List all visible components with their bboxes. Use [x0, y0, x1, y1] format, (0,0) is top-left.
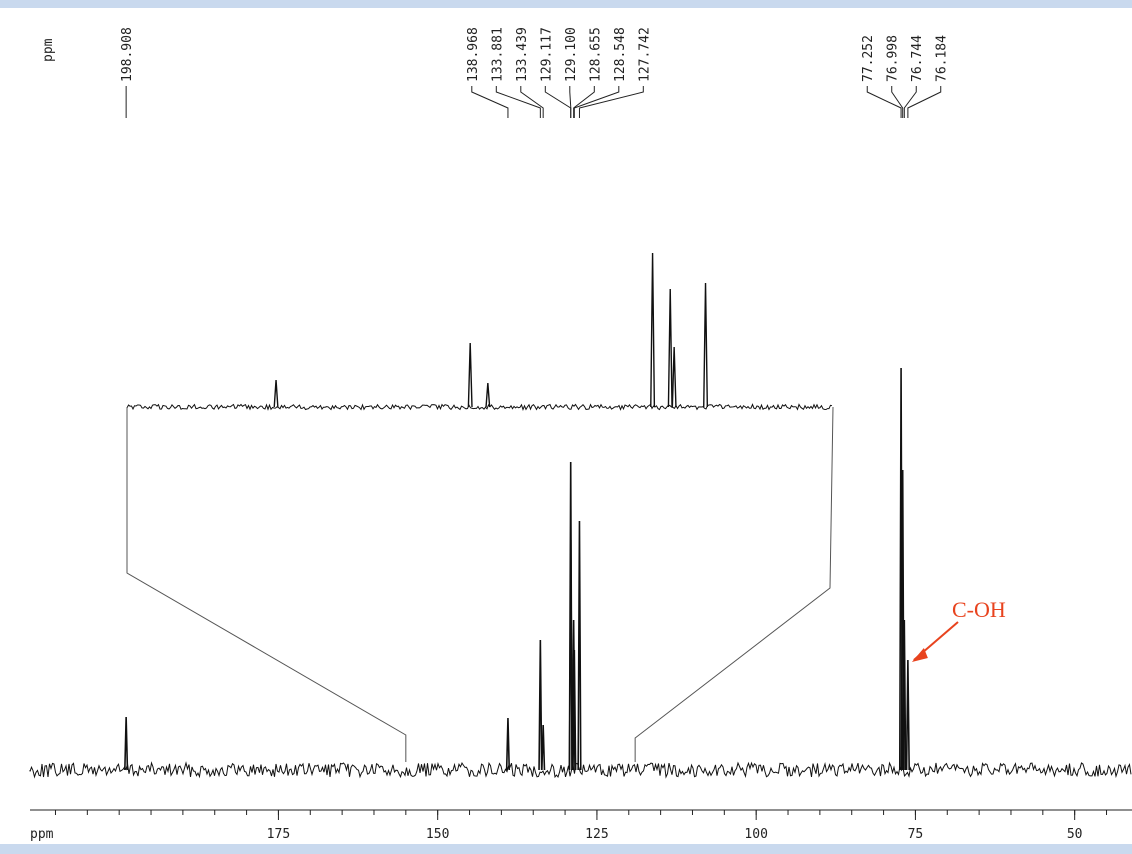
peak-unit-label: ppm: [41, 38, 56, 62]
peak-label-leader: [578, 86, 644, 118]
top-border: [0, 0, 1132, 8]
inset-peak: [671, 346, 677, 408]
peak-label-leader: [903, 86, 917, 118]
annotation: C-OH: [952, 597, 1006, 622]
peak-label: 133.881: [490, 27, 505, 82]
peak-label: 128.655: [588, 27, 603, 82]
inset-peak: [650, 252, 656, 408]
peak-label-leader: [891, 86, 904, 118]
baseline-noise: [29, 761, 1132, 779]
peak: [572, 649, 577, 771]
peak-label: 129.117: [539, 27, 554, 82]
inset-guide: [126, 407, 407, 762]
x-tick-label: 100: [744, 827, 767, 842]
x-tick-label: 75: [908, 827, 924, 842]
peak-label: 128.548: [613, 27, 628, 82]
peak: [577, 520, 582, 771]
peak: [541, 724, 546, 771]
peak-label: 76.744: [910, 35, 925, 82]
peak-label: 133.439: [515, 27, 530, 82]
peak-label-leader: [573, 86, 595, 118]
peak-label-leader: [866, 86, 902, 118]
inset-peak: [485, 382, 491, 408]
peak: [905, 659, 910, 771]
annotation-arrowhead: [911, 648, 928, 662]
peak-label: 198.908: [120, 27, 135, 82]
axis-label: ppm: [30, 827, 54, 842]
inset-peak: [467, 342, 473, 408]
peak-label-leader: [569, 86, 572, 118]
inset-guide: [634, 406, 834, 762]
peak: [505, 717, 511, 771]
peak-label: 77.252: [861, 35, 876, 82]
inset-peak: [703, 282, 709, 408]
peak: [538, 639, 543, 771]
inset-noise: [126, 403, 833, 411]
x-tick-label: 125: [585, 827, 608, 842]
peak-label: 76.998: [886, 35, 901, 82]
peak: [568, 539, 573, 771]
x-tick-label: 150: [426, 827, 449, 842]
peak-label-leader: [520, 86, 544, 118]
peak-label: 76.184: [935, 35, 950, 82]
peak-label-leader: [544, 86, 572, 118]
peak-label-leader: [907, 86, 942, 118]
inset-peak: [273, 379, 279, 408]
peak-label: 129.100: [564, 27, 579, 82]
peak-label: 138.968: [466, 27, 481, 82]
x-tick-label: 175: [267, 827, 290, 842]
peak-label: 127.742: [637, 27, 652, 82]
peak-label-leader: [495, 86, 541, 118]
x-tick-label: 50: [1067, 827, 1083, 842]
peak-label-leader: [471, 86, 509, 118]
peak: [124, 716, 129, 771]
peak-label-leader: [573, 86, 620, 118]
bottom-border: [0, 844, 1132, 854]
peak: [902, 619, 907, 771]
inset-peak: [667, 288, 673, 408]
